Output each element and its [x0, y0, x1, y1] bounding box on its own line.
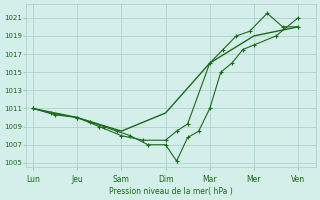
- X-axis label: Pression niveau de la mer( hPa ): Pression niveau de la mer( hPa ): [109, 187, 233, 196]
